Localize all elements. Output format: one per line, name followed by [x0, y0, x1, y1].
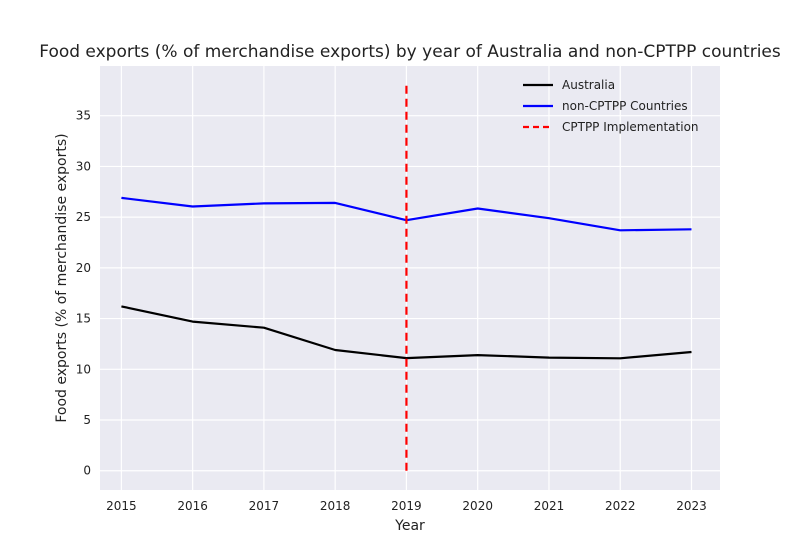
chart-title: Food exports (% of merchandise exports) … [39, 42, 781, 62]
y-tick-label: 15 [76, 312, 91, 326]
x-tick-label: 2022 [605, 499, 636, 513]
axis-ticks: 2015 2016 2017 2018 2019 2020 2021 2022 20230510… [76, 109, 707, 513]
x-tick-label: 2023 [676, 499, 707, 513]
y-tick-label: 30 [76, 159, 91, 173]
legend-label: Australia [562, 78, 615, 92]
x-tick-label: 2021 [534, 499, 565, 513]
x-tick-label: 2017 [249, 499, 280, 513]
x-axis-label: Year [394, 518, 425, 534]
legend: Australia non-CPTPP Countries CPTPP Implem… [523, 78, 699, 134]
y-tick-label: 20 [76, 261, 91, 275]
x-tick-label: 2016 [177, 499, 208, 513]
y-tick-label: 5 [83, 413, 91, 427]
y-tick-label: 35 [76, 109, 91, 123]
series-lines [121, 85, 692, 471]
series-line-0 [121, 305, 692, 360]
plot-area [100, 66, 720, 490]
legend-label: non-CPTPP Countries [562, 99, 688, 113]
grid [100, 66, 720, 490]
y-axis-label: Food exports (% of merchandise exports) [54, 133, 70, 422]
y-tick-label: 0 [83, 464, 91, 478]
y-tick-label: 25 [76, 210, 91, 224]
x-tick-label: 2015 [106, 499, 137, 513]
x-tick-label: 2020 [462, 499, 493, 513]
x-tick-label: 2019 [391, 499, 422, 513]
legend-label: CPTPP Implementation [562, 120, 699, 134]
x-tick-label: 2018 [320, 499, 351, 513]
y-tick-label: 10 [76, 362, 91, 376]
